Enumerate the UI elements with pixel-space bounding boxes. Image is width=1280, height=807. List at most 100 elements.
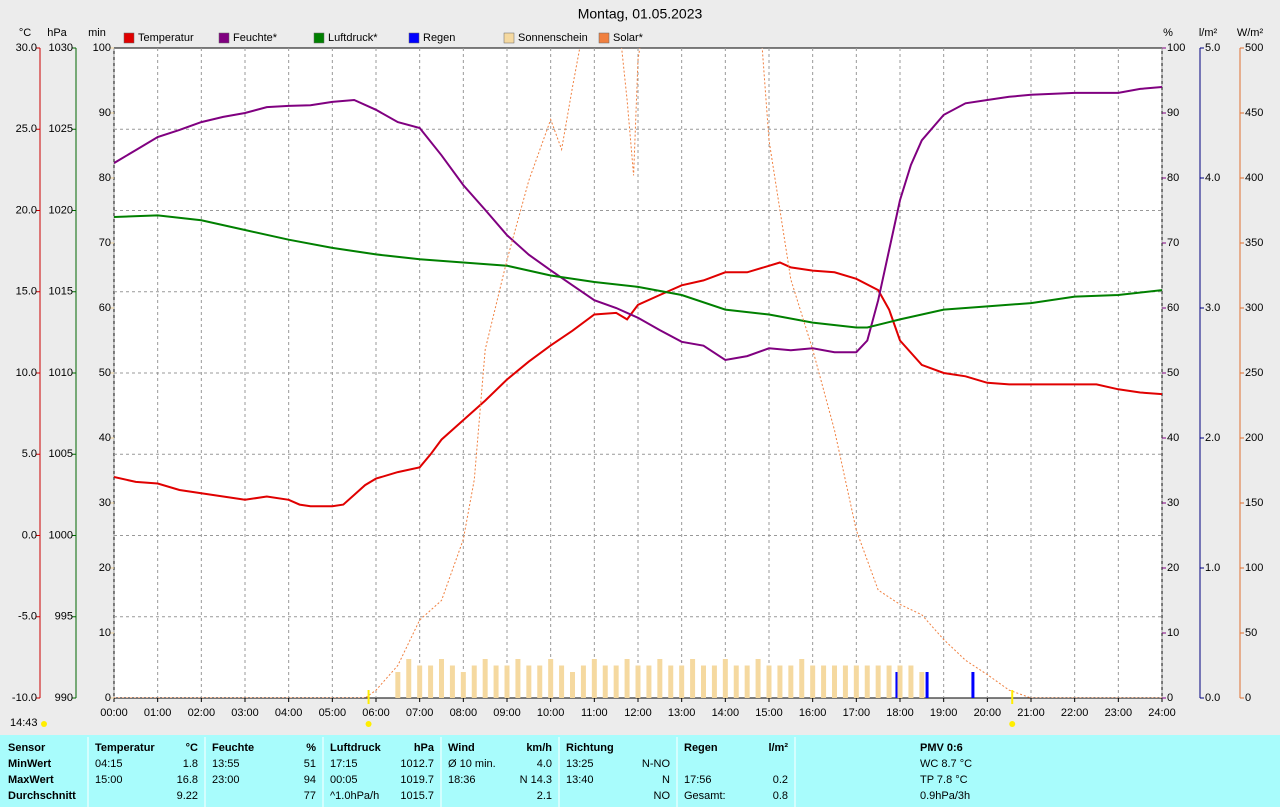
- bar: [428, 665, 434, 698]
- time-dot: [41, 721, 47, 727]
- y-tick-label: 1025: [49, 123, 73, 135]
- bar: [919, 672, 925, 698]
- y-tick-label: 20.0: [16, 204, 37, 216]
- y-tick-label: 30: [1167, 497, 1179, 509]
- x-tick-label: 09:00: [493, 707, 521, 719]
- bar: [493, 665, 499, 698]
- y-tick-label: 2.0: [1205, 432, 1220, 444]
- bar: [744, 665, 750, 698]
- bar: [821, 665, 827, 698]
- legend-swatch: [503, 32, 515, 44]
- table-cell: 13:40: [566, 774, 594, 786]
- y-tick-label: 500: [1245, 42, 1263, 54]
- bar: [842, 665, 848, 698]
- y-tick-label: 200: [1245, 432, 1263, 444]
- table-cell: MinWert: [8, 758, 52, 770]
- y-tick-label: -5.0: [18, 611, 37, 623]
- y-tick-label: 0: [105, 692, 111, 704]
- time-label: 14:43: [10, 717, 38, 729]
- bar: [635, 665, 641, 698]
- y-tick-label: 10.0: [16, 367, 37, 379]
- y-tick-label: 30.0: [16, 42, 37, 54]
- table-cell: 77: [304, 790, 316, 802]
- x-tick-label: 23:00: [1105, 707, 1133, 719]
- x-tick-label: 01:00: [144, 707, 172, 719]
- bar: [799, 659, 805, 698]
- bar: [439, 659, 444, 698]
- table-cell: Gesamt:: [684, 790, 726, 802]
- legend-swatch: [408, 32, 420, 44]
- bar: [613, 665, 619, 698]
- bar: [580, 665, 586, 698]
- y-tick-label: 4.0: [1205, 172, 1220, 184]
- table-cell: 17:15: [330, 758, 358, 770]
- table-cell: Durchschnitt: [8, 790, 76, 802]
- bar: [406, 659, 412, 698]
- bar: [886, 665, 892, 698]
- table-cell: Wind: [448, 742, 475, 754]
- bar: [646, 665, 652, 698]
- y-tick-label: 20: [1167, 562, 1179, 574]
- y-tick-label: 0: [1167, 692, 1173, 704]
- line: [114, 261, 1162, 508]
- y-tick-label: 100: [93, 42, 111, 54]
- line: [114, 86, 1162, 362]
- y-tick-label: -10.0: [12, 692, 37, 704]
- y-tick-label: 995: [55, 611, 73, 623]
- bar: [548, 659, 554, 698]
- axis-unit: W/m²: [1237, 27, 1264, 39]
- y-tick-label: 5.0: [1205, 42, 1220, 54]
- bar: [570, 672, 575, 698]
- axis-unit: %: [1163, 27, 1173, 39]
- bar: [624, 659, 630, 698]
- legend-swatch: [598, 32, 610, 44]
- y-tick-label: 10: [1167, 627, 1179, 639]
- table-cell: Luftdruck: [330, 742, 382, 754]
- bar: [722, 659, 728, 698]
- table-cell: 9.22: [177, 790, 198, 802]
- table-cell: %: [306, 742, 316, 754]
- y-tick-label: 70: [1167, 237, 1179, 249]
- x-tick-label: 06:00: [362, 707, 390, 719]
- x-tick-label: 07:00: [406, 707, 434, 719]
- legend-swatch: [123, 32, 135, 44]
- table-cell: l/m²: [768, 742, 788, 754]
- x-tick-label: 19:00: [930, 707, 958, 719]
- y-tick-label: 40: [1167, 432, 1179, 444]
- table-cell: 16.8: [177, 774, 198, 786]
- bar: [895, 672, 899, 698]
- y-tick-label: 70: [99, 237, 111, 249]
- y-tick-label: 10: [99, 627, 111, 639]
- bar: [591, 659, 597, 698]
- line: [114, 48, 1162, 698]
- axis-unit: °C: [19, 27, 31, 39]
- y-tick-label: 80: [99, 172, 111, 184]
- y-tick-label: 50: [1245, 627, 1257, 639]
- x-tick-label: 21:00: [1017, 707, 1045, 719]
- table-cell: 2.1: [537, 790, 552, 802]
- table-cell: 17:56: [684, 774, 712, 786]
- x-tick-label: 00:00: [100, 707, 128, 719]
- y-tick-label: 100: [1245, 562, 1263, 574]
- y-tick-label: 1005: [49, 448, 73, 460]
- y-tick-label: 50: [99, 367, 111, 379]
- y-tick-label: 350: [1245, 237, 1263, 249]
- table-cell: 51: [304, 758, 316, 770]
- table-cell: PMV 0:6: [920, 742, 963, 754]
- table-cell: 18:36: [448, 774, 476, 786]
- y-tick-label: 100: [1167, 42, 1185, 54]
- bar: [679, 665, 685, 698]
- legend-swatch: [313, 32, 325, 44]
- table-cell: 0.8: [773, 790, 788, 802]
- table-cell: 1015.7: [400, 790, 434, 802]
- table-cell: WC 8.7 °C: [920, 758, 972, 770]
- bar: [417, 665, 423, 698]
- table-cell: 13:55: [212, 758, 240, 770]
- y-tick-label: 990: [55, 692, 73, 704]
- y-tick-label: 15.0: [16, 286, 37, 298]
- bar: [766, 665, 772, 698]
- y-tick-label: 60: [1167, 302, 1179, 314]
- bar: [701, 665, 706, 698]
- legend-label: Feuchte*: [233, 32, 278, 44]
